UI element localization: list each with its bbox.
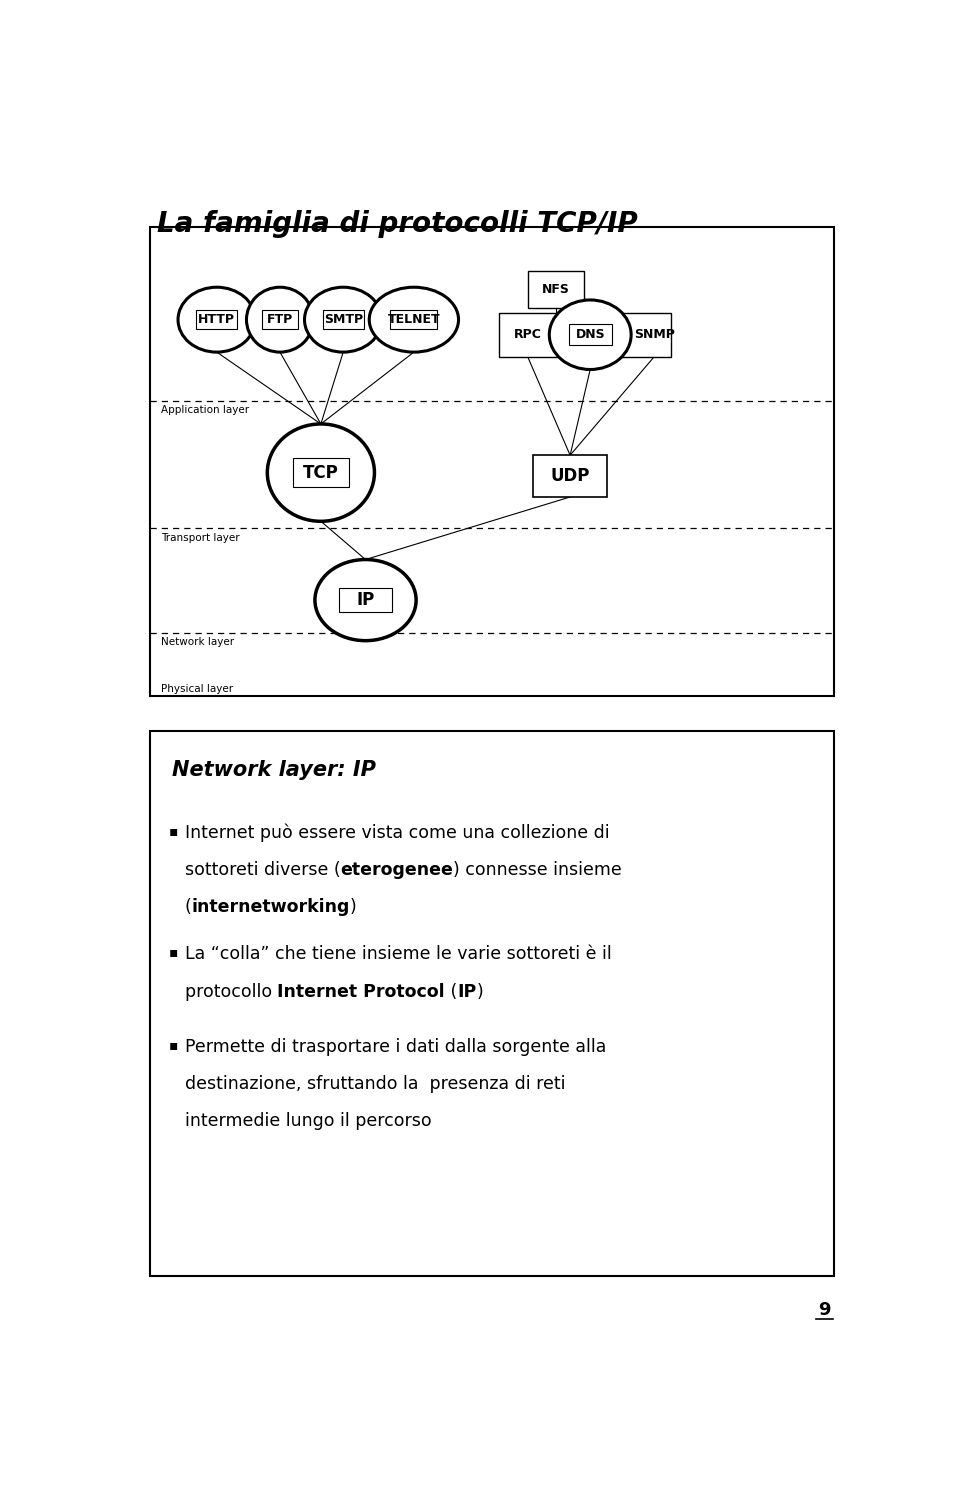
Text: Application layer: Application layer xyxy=(161,405,249,415)
Text: IP: IP xyxy=(356,591,374,610)
Ellipse shape xyxy=(315,560,416,641)
Ellipse shape xyxy=(549,299,631,370)
Bar xyxy=(262,310,298,330)
Bar xyxy=(323,310,364,330)
Text: ): ) xyxy=(349,898,356,917)
Bar xyxy=(568,324,612,345)
Text: UDP: UDP xyxy=(550,467,589,485)
Text: IP: IP xyxy=(457,983,476,1001)
Text: eterogenee: eterogenee xyxy=(341,861,453,879)
Bar xyxy=(499,313,670,357)
Text: FTP: FTP xyxy=(267,313,293,327)
Text: ▪: ▪ xyxy=(168,823,178,838)
Bar xyxy=(528,271,584,309)
Bar xyxy=(197,310,237,330)
Text: RPC: RPC xyxy=(514,328,541,342)
Text: 9: 9 xyxy=(818,1300,830,1318)
Bar xyxy=(533,455,608,497)
Text: (: ( xyxy=(445,983,457,1001)
Text: Transport layer: Transport layer xyxy=(161,533,240,543)
Text: protocollo: protocollo xyxy=(184,983,277,1001)
Ellipse shape xyxy=(247,287,314,352)
Text: Physical layer: Physical layer xyxy=(161,683,233,694)
Ellipse shape xyxy=(267,424,374,521)
Text: ▪: ▪ xyxy=(168,945,178,960)
Text: HTTP: HTTP xyxy=(198,313,235,327)
Text: sottoreti diverse (: sottoreti diverse ( xyxy=(184,861,341,879)
Text: La famiglia di protocolli TCP/IP: La famiglia di protocolli TCP/IP xyxy=(157,209,638,238)
Ellipse shape xyxy=(304,287,382,352)
Text: (: ( xyxy=(184,898,191,917)
Ellipse shape xyxy=(370,287,459,352)
Text: intermedie lungo il percorso: intermedie lungo il percorso xyxy=(184,1112,431,1130)
Bar xyxy=(150,731,834,1276)
Text: TELNET: TELNET xyxy=(388,313,441,327)
Bar xyxy=(150,227,834,697)
Ellipse shape xyxy=(178,287,255,352)
Text: Network layer: Network layer xyxy=(161,637,234,647)
Bar xyxy=(339,588,392,613)
Text: DNS: DNS xyxy=(575,328,605,342)
Text: internetworking: internetworking xyxy=(191,898,349,917)
Text: ▪: ▪ xyxy=(168,1038,178,1052)
Text: Internet può essere vista come una collezione di: Internet può essere vista come una colle… xyxy=(184,823,610,843)
Text: ): ) xyxy=(476,983,483,1001)
Bar xyxy=(293,458,349,488)
Text: SMTP: SMTP xyxy=(324,313,363,327)
Text: ) connesse insieme: ) connesse insieme xyxy=(453,861,622,879)
Text: TCP: TCP xyxy=(303,464,339,482)
Bar xyxy=(391,310,438,330)
Text: NFS: NFS xyxy=(541,283,569,296)
Text: Network layer: IP: Network layer: IP xyxy=(172,760,376,780)
Text: Permette di trasportare i dati dalla sorgente alla: Permette di trasportare i dati dalla sor… xyxy=(184,1038,606,1057)
Text: SNMP: SNMP xyxy=(634,328,675,342)
Text: La “colla” che tiene insieme le varie sottoreti è il: La “colla” che tiene insieme le varie so… xyxy=(184,945,612,963)
Text: Internet Protocol: Internet Protocol xyxy=(277,983,445,1001)
Text: destinazione, sfruttando la  presenza di reti: destinazione, sfruttando la presenza di … xyxy=(184,1075,565,1093)
